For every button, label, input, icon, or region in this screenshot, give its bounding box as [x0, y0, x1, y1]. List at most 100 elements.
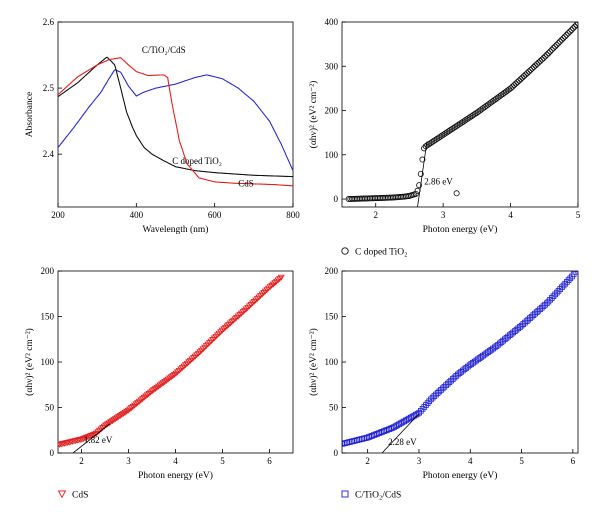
- x-tick-label: 5: [220, 456, 225, 466]
- data-point: [439, 385, 446, 392]
- data-point: [556, 38, 563, 45]
- x-tick-label: 3: [417, 456, 422, 466]
- data-point: [100, 423, 108, 430]
- legend-label: CdS: [72, 491, 88, 501]
- data-point: [118, 412, 126, 419]
- data-point: [446, 379, 453, 385]
- data-point: [58, 442, 62, 449]
- data-point: [83, 434, 91, 441]
- data-point: [570, 25, 577, 32]
- tangent-line: [72, 423, 110, 453]
- y-tick-label: 2.5: [43, 83, 55, 93]
- data-point: [543, 300, 550, 307]
- data-point: [565, 30, 572, 37]
- data-point: [538, 304, 545, 311]
- data-point: [434, 390, 441, 396]
- data-point: [402, 417, 409, 424]
- data-point: [441, 383, 448, 390]
- data-point: [523, 318, 530, 324]
- data-point: [154, 383, 162, 390]
- data-point: [564, 279, 570, 285]
- data-point: [87, 432, 95, 439]
- y-axis-label: (αhν)² (eV² cm⁻²): [308, 81, 319, 149]
- data-point: [412, 190, 419, 197]
- plot-frame: [341, 270, 579, 454]
- data-point: [540, 303, 547, 310]
- data-point: [565, 277, 572, 283]
- data-point: [110, 417, 118, 424]
- data-point: [124, 407, 132, 414]
- data-point: [533, 309, 540, 315]
- data-point: [426, 398, 433, 405]
- data-point: [396, 421, 402, 428]
- data-point: [421, 404, 428, 410]
- data-point: [568, 26, 575, 33]
- data-point: [105, 420, 113, 427]
- data-point: [397, 420, 404, 427]
- data-point: [555, 288, 562, 294]
- data-point: [411, 412, 417, 419]
- data-point: [558, 36, 565, 43]
- data-point: [115, 414, 123, 421]
- data-point: [431, 393, 438, 399]
- data-point: [573, 22, 578, 28]
- data-point: [443, 382, 449, 389]
- legend-label: C doped TiO₂: [355, 248, 407, 258]
- data-point: [451, 374, 458, 381]
- data-point: [162, 377, 170, 384]
- data-point: [545, 298, 552, 305]
- x-tick-label: 5: [519, 456, 524, 466]
- data-point: [552, 43, 559, 50]
- x-axis-label: Wavelength (nm): [143, 224, 209, 235]
- data-point: [552, 291, 558, 298]
- data-point: [433, 391, 439, 398]
- data-point: [557, 286, 563, 292]
- data-point: [167, 374, 175, 381]
- data-point: [429, 394, 436, 401]
- data-point: [574, 271, 578, 272]
- data-point: [517, 324, 523, 330]
- data-point: [517, 76, 524, 83]
- data-point: [560, 35, 567, 42]
- data-point: [575, 22, 578, 27]
- data-point: [444, 380, 451, 387]
- data-point: [554, 289, 560, 296]
- plot-area: [345, 22, 578, 207]
- data-point: [538, 56, 545, 63]
- data-point: [436, 388, 443, 395]
- x-tick-label: 6: [571, 456, 576, 466]
- data-point: [166, 375, 174, 382]
- data-point: [89, 432, 97, 439]
- y-axis-label: (αhν)² (eV² cm⁻²): [308, 328, 319, 396]
- data-point: [417, 170, 424, 177]
- data-point: [394, 422, 401, 429]
- data-point: [527, 67, 534, 74]
- data-point: [522, 319, 528, 326]
- data-point: [543, 51, 550, 58]
- data-point: [107, 419, 115, 426]
- data-point: [170, 372, 178, 379]
- x-tick-label: 3: [441, 210, 446, 220]
- y-tick-label: 50: [45, 403, 55, 413]
- data-point: [392, 423, 399, 429]
- data-point: [553, 41, 560, 48]
- data-point: [116, 413, 124, 420]
- data-point: [86, 433, 94, 440]
- c-tio2-cds-tauc-chart: 2 3 4 5 6 0 50 100 150 200 Photon energy (eV) (αhν)…: [308, 266, 579, 501]
- absorbance-series-line: [58, 69, 293, 171]
- data-point: [561, 33, 568, 40]
- x-tick-label: 2: [79, 456, 84, 466]
- data-point: [545, 50, 552, 57]
- data-point: [416, 182, 423, 189]
- data-point: [404, 416, 411, 423]
- data-point: [78, 436, 86, 443]
- data-point: [563, 31, 570, 38]
- data-point: [80, 435, 88, 442]
- data-point: [529, 65, 536, 72]
- series-annotation: CdS: [238, 179, 254, 189]
- data-point: [525, 316, 532, 323]
- data-point: [424, 400, 431, 406]
- band-gap-label: 2.28 eV: [388, 437, 417, 447]
- data-point: [159, 380, 167, 387]
- data-point: [527, 315, 533, 321]
